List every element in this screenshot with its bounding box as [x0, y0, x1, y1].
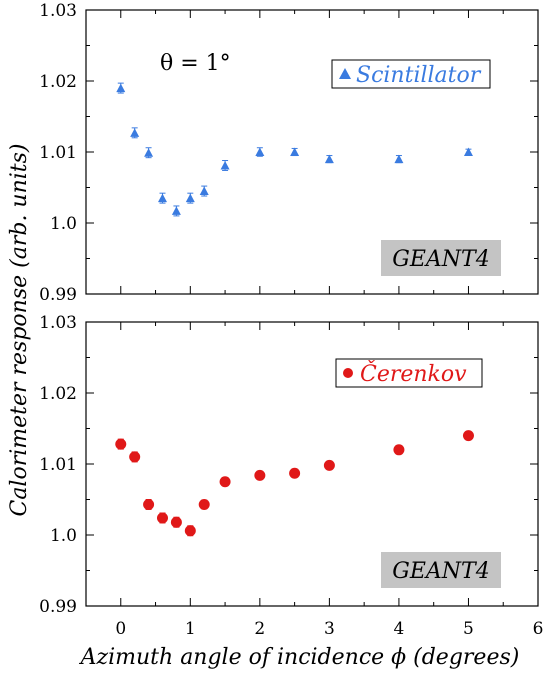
circle-marker-icon — [343, 368, 353, 378]
cerenkov-series — [115, 430, 474, 537]
geant4-label-top: GEANT4 — [392, 247, 489, 272]
legend-box-cerenkov — [335, 358, 483, 388]
data-point — [219, 476, 231, 488]
y-tick-label: 1.0 — [50, 214, 77, 234]
y-tick-label: 1.03 — [39, 313, 77, 333]
theta-annotation: θ = 1° — [160, 51, 231, 76]
data-point — [394, 154, 404, 164]
data-point — [156, 512, 168, 524]
top-y-ticks: 0.99 1.0 1.01 1.02 1.03 — [39, 1, 538, 305]
x-tick-label: 6 — [533, 619, 544, 639]
data-point — [115, 438, 127, 450]
top-panel: 0.991.01.011.021.03 θ = 1° Scintillator … — [39, 1, 539, 305]
data-point — [116, 83, 126, 93]
scintillator-legend: Scintillator — [331, 59, 491, 89]
data-point — [198, 498, 210, 510]
y-tick-label: 1.02 — [39, 72, 77, 92]
data-point — [157, 193, 167, 203]
y-tick-label: 1.01 — [39, 143, 77, 163]
data-point — [170, 516, 182, 528]
y-tick-label: 0.99 — [39, 597, 77, 617]
data-point — [324, 154, 334, 164]
bottom-panel: 0.99 1.0 1.01 1.02 1.03 0 1 2 3 4 5 6 Čerenkov GEA… — [39, 313, 543, 639]
x-tick-label: 1 — [185, 619, 196, 639]
data-point — [184, 525, 196, 537]
bottom-y-ticks: 0.99 1.0 1.01 1.02 1.03 — [39, 313, 538, 617]
data-point — [289, 467, 301, 479]
y-tick-label: 0.99 — [39, 285, 77, 305]
y-tick-label: 1.02 — [39, 384, 77, 404]
scintillator-series — [116, 82, 473, 217]
data-point — [130, 128, 140, 137]
triangle-marker-icon — [339, 68, 351, 79]
x-tick-label: 5 — [463, 619, 474, 639]
data-point — [323, 459, 335, 471]
geant4-badge-bg-bottom — [381, 552, 501, 588]
data-point — [462, 430, 474, 442]
geant4-badge-bg-top — [381, 240, 501, 276]
data-point — [255, 147, 265, 156]
bottom-x-ticks: 0 1 2 3 4 5 6 — [115, 322, 543, 639]
data-point — [393, 444, 405, 456]
data-point — [171, 206, 181, 215]
geant4-badge-bottom: GEANT4 — [381, 552, 501, 588]
x-tick-label: 2 — [254, 619, 265, 639]
data-point — [144, 148, 154, 157]
top-x-ticks — [120, 10, 539, 294]
legend-box-scintillator — [331, 59, 491, 89]
y-tick-label: 1.01 — [39, 455, 77, 475]
data-point — [129, 451, 141, 463]
x-tick-label: 3 — [324, 619, 335, 639]
x-tick-label: 4 — [394, 619, 405, 639]
data-point — [290, 147, 300, 156]
geant4-badge-top: GEANT4 — [381, 240, 501, 276]
data-point — [199, 186, 209, 196]
data-point — [463, 147, 473, 156]
legend-label-scintillator: Scintillator — [356, 63, 482, 88]
y-tick-label: 1.03 — [39, 1, 77, 21]
data-point — [185, 193, 195, 203]
geant4-label-bottom: GEANT4 — [392, 559, 489, 584]
data-point — [143, 498, 155, 510]
y-axis-title: Calorimeter response (arb. units) — [7, 143, 32, 516]
data-point — [220, 160, 230, 170]
x-tick-label: 0 — [115, 619, 126, 639]
cerenkov-legend: Čerenkov — [335, 358, 483, 388]
data-point — [254, 469, 266, 481]
legend-label-cerenkov: Čerenkov — [360, 360, 467, 387]
x-axis-title: Azimuth angle of incidence ϕ (degrees) — [79, 645, 520, 670]
y-tick-label: 1.0 — [50, 526, 77, 546]
